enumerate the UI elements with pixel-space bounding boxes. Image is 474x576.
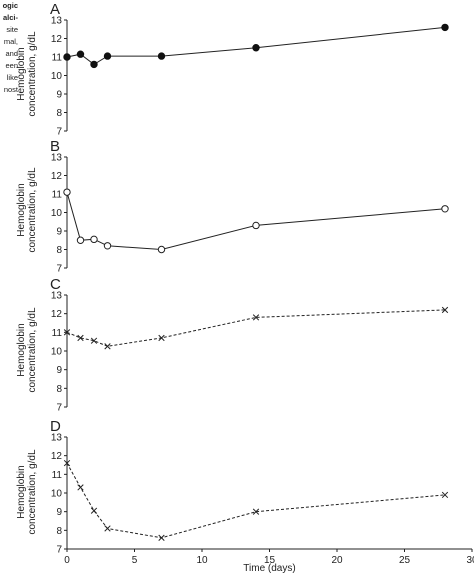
panel-d-x-tick-label: 30 (466, 555, 474, 566)
panel-a-y-axis-label-line: concentration, g/dL (27, 31, 38, 116)
panel-a-y-tick-label: 13 (51, 16, 63, 27)
panel-d-y-axis-label: Hemoglobinconcentration, g/dL (16, 449, 38, 534)
margin-line: ogic (2, 1, 18, 10)
panel-c-y-axis-label-line: Hemoglobin (16, 323, 27, 376)
margin-line: and (5, 49, 18, 58)
panel-c-y-axis-label-line: concentration, g/dL (27, 307, 38, 392)
panel-a-y-tick-label: 8 (56, 108, 62, 119)
panel-d-y-tick-label: 9 (56, 507, 62, 518)
panel-c-y-axis-label: Hemoglobinconcentration, g/dL (16, 307, 38, 392)
panel-d-x-axis-label: Time (days) (243, 563, 295, 574)
panel-d-x-tick-label: 15 (264, 555, 276, 566)
panel-d-x-tick-label: 25 (399, 555, 411, 566)
cutoff-margin-text: ogic alci- site mal, and een like nost (0, 0, 18, 92)
panel-d-y-tick-label: 13 (51, 433, 63, 444)
panel-c-data-point (90, 337, 98, 344)
panel-b-y-axis-label: Hemoglobinconcentration, g/dL (16, 167, 38, 252)
panel-c-y-tick-label: 11 (52, 328, 63, 339)
panel-a-y-tick-label: 12 (51, 34, 63, 45)
panel-d-data-point (90, 507, 98, 514)
panel-a-y-tick-label: 11 (52, 53, 63, 64)
panel-b-letter: B (50, 138, 60, 155)
panel-c-data-point (158, 334, 165, 342)
panel-b-y-axis-label-line: Hemoglobin (16, 183, 27, 236)
panel-b-data-point (157, 245, 166, 254)
panel-c-y-tick-label: 13 (51, 291, 63, 302)
panel-b-data-point (90, 235, 98, 244)
margin-line: like (6, 73, 18, 82)
panel-b-y-tick-label: 13 (51, 153, 63, 164)
panel-c-y-tick-label: 8 (56, 384, 62, 395)
panel-a-letter: A (50, 1, 60, 18)
margin-line: mal, (3, 37, 18, 46)
panel-a-data-point (76, 50, 85, 58)
panel-c-series-line (66, 309, 446, 347)
panel-d-y-tick-label: 10 (51, 489, 63, 500)
panel-c-data-point (63, 329, 71, 336)
panel-d-x-tick-label: 0 (64, 555, 70, 566)
panel-c-data-point (252, 314, 260, 321)
panel-c-data-point (77, 334, 84, 342)
panel-d-data-point (77, 484, 84, 491)
panel-b-y-tick-label: 7 (56, 264, 62, 275)
margin-line: nost (3, 85, 18, 92)
panel-c-y-tick-label: 10 (51, 347, 63, 358)
panel-d-data-point (104, 525, 111, 532)
panel-a-data-point (157, 52, 166, 60)
panel-b-y-tick-label: 8 (56, 245, 62, 256)
panel-b-data-point (76, 236, 85, 244)
panel-b-data-point (252, 221, 260, 230)
margin-line: site (6, 25, 18, 34)
panel-d-y-axis-label-line: Hemoglobin (16, 465, 27, 518)
panel-d-y-axis-label-line: concentration, g/dL (27, 449, 38, 534)
panel-c-y-tick-label: 7 (56, 403, 62, 414)
panel-c-y-tick-label: 9 (56, 365, 62, 376)
panel-b-data-point (441, 205, 449, 213)
panel-d-letter: D (50, 418, 61, 435)
panel-d-x-tick-label: 5 (132, 555, 138, 566)
panel-b-y-axis-label-line: concentration, g/dL (27, 167, 38, 252)
margin-line: alci- (2, 13, 18, 22)
panel-b-y-tick-label: 12 (51, 171, 63, 182)
panel-c-letter: C (50, 276, 61, 293)
panel-d-data-point (441, 491, 449, 499)
panel-d-y-tick-label: 11 (52, 470, 63, 481)
panel-b-data-point (103, 242, 112, 250)
panel-a-y-tick-label: 9 (56, 90, 62, 101)
panel-b-y-tick-label: 10 (51, 208, 63, 219)
panel-b-series-line (66, 192, 446, 251)
panel-a-y-axis-label-line: Hemoglobin (16, 47, 27, 100)
panel-b-y-tick-label: 11 (52, 190, 63, 201)
panel-d-y-tick-label: 12 (51, 451, 63, 462)
panel-a-data-point (252, 44, 260, 52)
panel-a-y-axis-label: Hemoglobinconcentration, g/dL (16, 31, 38, 116)
panel-b-y-tick-label: 9 (56, 227, 62, 238)
panel-d-data-point (252, 508, 260, 515)
panel-a-data-point (63, 53, 71, 61)
panel-d-data-point (63, 459, 71, 467)
panel-d-y-tick-label: 7 (56, 545, 62, 556)
margin-line: een (5, 61, 18, 70)
panel-a-data-point (441, 23, 449, 32)
panel-d-x-tick-label: 10 (196, 555, 208, 566)
panel-a-y-tick-label: 10 (51, 71, 63, 82)
panel-d-series-line (66, 462, 446, 539)
panel-a-data-point (103, 52, 112, 60)
panel-a-data-point (90, 60, 98, 69)
panel-b-data-point (63, 188, 71, 196)
panel-d-x-tick-label: 20 (331, 555, 343, 566)
panel-c-data-point (104, 343, 111, 350)
panel-a-y-tick-label: 7 (56, 127, 62, 138)
panel-c-y-tick-label: 12 (51, 309, 63, 320)
panel-d-y-tick-label: 8 (56, 526, 62, 537)
panel-d-data-point (158, 534, 165, 541)
panel-c-data-point (441, 306, 449, 314)
